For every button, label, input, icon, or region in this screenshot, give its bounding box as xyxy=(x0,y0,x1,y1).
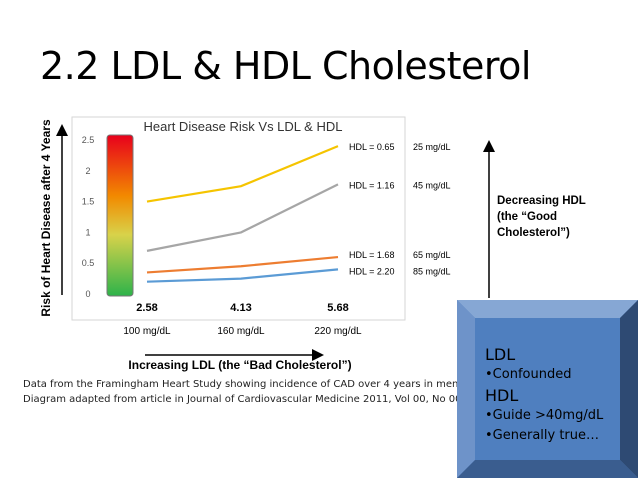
y-tick-label: 0.5 xyxy=(82,258,95,268)
hdl-label-line: Decreasing HDL xyxy=(497,195,586,207)
x-tick-labels: 2.58 4.13 5.68 xyxy=(136,302,348,314)
x-unit-labels: 100 mg/dL 160 mg/dL 220 mg/dL xyxy=(123,326,362,337)
series-unit: 85 mg/dL xyxy=(413,266,451,276)
bevel-left xyxy=(457,300,475,478)
x-unit-label: 220 mg/dL xyxy=(314,326,362,337)
series-line xyxy=(146,183,339,252)
slide-title: 2.2 LDL & HDL Cholesterol xyxy=(40,44,531,88)
risk-gradient-bar xyxy=(106,134,134,297)
series-lines xyxy=(146,145,339,283)
ldl-heading: LDL xyxy=(485,345,516,364)
y-axis-label: Risk of Heart Disease after 4 Years xyxy=(39,119,53,317)
bevel-right xyxy=(620,300,638,478)
caption-citation: Diagram adapted from article in Journal … xyxy=(23,394,462,405)
x-tick-label: 5.68 xyxy=(327,302,348,314)
series-labels: HDL = 0.65 25 mg/dL HDL = 1.16 45 mg/dL HDL … xyxy=(349,142,451,276)
hdl-direction-label: Decreasing HDL (the “Good Cholesterol”) xyxy=(497,195,589,239)
hdl-point: •Guide >40mg/dL xyxy=(485,408,604,423)
x-unit-label: 100 mg/dL xyxy=(123,326,171,337)
y-tick-label: 1.5 xyxy=(82,197,95,207)
ldl-point: •Confounded xyxy=(485,367,572,382)
x-tick-label: 2.58 xyxy=(136,302,157,314)
x-unit-label: 160 mg/dL xyxy=(217,326,265,337)
hdl-label-line: Cholesterol”) xyxy=(497,227,570,239)
x-axis-label: Increasing LDL (the “Bad Cholesterol”) xyxy=(128,358,351,372)
y-tick-labels: 0 0.5 1 1.5 2 2.5 xyxy=(82,135,95,299)
hdl-heading: HDL xyxy=(485,386,519,405)
chart-title: Heart Disease Risk Vs LDL & HDL xyxy=(144,119,343,134)
y-tick-label: 0 xyxy=(85,289,90,299)
series-unit: 45 mg/dL xyxy=(413,180,451,190)
y-tick-label: 1 xyxy=(85,227,90,237)
series-line xyxy=(146,145,339,203)
series-name: HDL = 2.20 xyxy=(349,266,394,276)
summary-box: LDL •Confounded HDL •Guide >40mg/dL •Gen… xyxy=(457,300,638,478)
series-unit: 65 mg/dL xyxy=(413,250,451,260)
y-tick-label: 2.5 xyxy=(82,135,95,145)
series-name: HDL = 0.65 xyxy=(349,142,394,152)
y-tick-label: 2 xyxy=(85,166,90,176)
summary-content: LDL •Confounded HDL •Guide >40mg/dL •Gen… xyxy=(485,344,603,446)
hdl-label-line: (the “Good xyxy=(497,211,557,223)
series-line xyxy=(146,268,339,283)
bevel-bottom xyxy=(457,460,638,478)
series-unit: 25 mg/dL xyxy=(413,142,451,152)
series-line xyxy=(146,255,339,274)
series-name: HDL = 1.68 xyxy=(349,250,394,260)
x-tick-label: 4.13 xyxy=(230,302,251,314)
hdl-point: •Generally true… xyxy=(485,428,600,443)
series-name: HDL = 1.16 xyxy=(349,180,394,190)
bevel-top xyxy=(457,300,638,318)
caption-source: Data from the Framingham Heart Study sho… xyxy=(23,379,540,390)
